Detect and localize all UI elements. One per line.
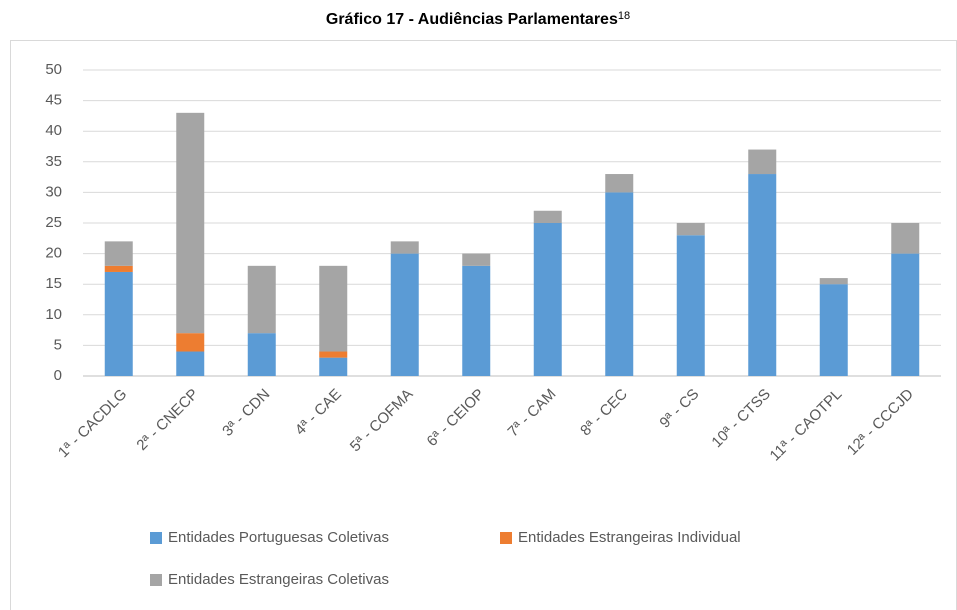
title-superscript: 18 <box>618 10 630 22</box>
bar-segment <box>247 265 276 334</box>
x-tick-label: 1ª - CACDLG <box>55 386 130 461</box>
y-tick-label: 15 <box>45 275 62 292</box>
legend-swatch <box>150 574 162 586</box>
bar-segment <box>176 333 205 352</box>
y-tick-label: 0 <box>54 367 62 384</box>
bar-segment <box>176 112 205 334</box>
legend-swatch <box>500 532 512 544</box>
bar-segment <box>819 284 848 376</box>
bar-segment <box>748 149 777 175</box>
chart-title: Gráfico 17 - Audiências Parlamentares <box>326 11 618 28</box>
bar-segment <box>605 192 634 376</box>
bar-segment <box>533 210 562 223</box>
y-tick-label: 30 <box>45 183 62 200</box>
x-tick-label: 2ª - CNECP <box>133 386 201 454</box>
y-tick-label: 35 <box>45 153 62 170</box>
legend-label: Entidades Estrangeiras Individual <box>518 529 741 546</box>
x-tick-label: 8ª - CEC <box>577 386 631 440</box>
y-tick-label: 40 <box>45 122 62 139</box>
bar-segment <box>247 333 276 376</box>
legend-swatch <box>150 532 162 544</box>
bar-segment <box>676 235 705 376</box>
bar-segment <box>462 253 491 266</box>
bar-segment <box>319 265 348 352</box>
legend-label: Entidades Portuguesas Coletivas <box>168 529 389 546</box>
bar-segment <box>748 174 777 376</box>
y-tick-label: 45 <box>45 92 62 109</box>
x-tick-label: 4ª - CAE <box>292 386 345 439</box>
bar-segment <box>390 241 419 254</box>
chart-title-group: Gráfico 17 - Audiências Parlamentares18 <box>326 10 630 28</box>
bar-segment <box>891 223 920 254</box>
bar-segment <box>676 223 705 236</box>
bar-segment <box>462 265 491 376</box>
x-tick-label: 6ª - CEIOP <box>424 386 488 450</box>
x-tick-label: 11ª - CAOTPL <box>767 386 846 465</box>
bar-segment <box>319 357 348 376</box>
x-tick-label: 9ª - CS <box>656 386 702 432</box>
bar-segment <box>104 265 133 272</box>
bar-segment <box>605 174 634 193</box>
x-tick-label: 3ª - CDN <box>219 386 273 440</box>
x-tick-label: 7ª - CAM <box>505 386 560 441</box>
y-tick-label: 10 <box>45 306 62 323</box>
bar-segment <box>533 223 562 376</box>
legend-label: Entidades Estrangeiras Coletivas <box>168 571 389 588</box>
y-tick-label: 5 <box>54 336 62 353</box>
bar-segment <box>891 253 920 376</box>
x-tick-label: 10ª - CTSS <box>708 386 773 451</box>
bar-segment <box>319 351 348 358</box>
bar-segment <box>176 351 205 376</box>
x-tick-label: 12ª - CCCJD <box>844 386 917 459</box>
x-tick-label: 5ª - COFMA <box>347 386 417 456</box>
y-tick-label: 25 <box>45 214 62 231</box>
bar-segment <box>819 278 848 285</box>
bar-segment <box>390 253 419 376</box>
y-tick-label: 50 <box>45 61 62 78</box>
y-tick-label: 20 <box>45 245 62 262</box>
bar-segment <box>104 271 133 376</box>
bar-segment <box>104 241 133 266</box>
